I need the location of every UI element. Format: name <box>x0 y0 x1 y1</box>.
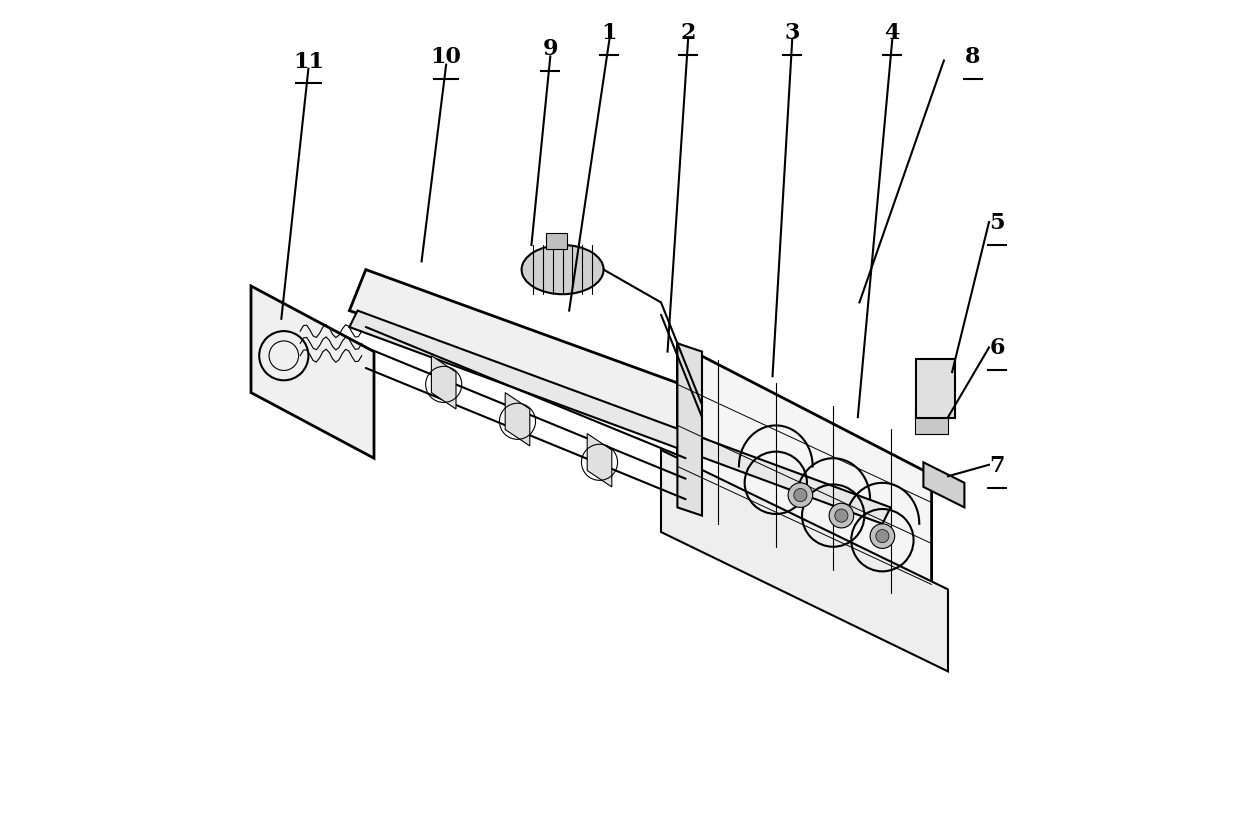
Text: 6: 6 <box>990 337 1004 359</box>
Circle shape <box>830 504 853 528</box>
Text: 5: 5 <box>990 212 1004 233</box>
Text: 2: 2 <box>681 22 696 43</box>
Circle shape <box>789 483 812 508</box>
Text: 9: 9 <box>543 38 558 60</box>
Text: 8: 8 <box>965 47 981 68</box>
Polygon shape <box>432 356 456 410</box>
Polygon shape <box>588 434 611 487</box>
Circle shape <box>870 524 895 549</box>
Text: 4: 4 <box>884 22 900 43</box>
Bar <box>915 410 949 434</box>
Ellipse shape <box>522 246 604 295</box>
Circle shape <box>875 530 889 543</box>
Circle shape <box>794 489 807 502</box>
Polygon shape <box>677 344 931 639</box>
Polygon shape <box>661 450 949 672</box>
Text: 7: 7 <box>990 455 1004 476</box>
Polygon shape <box>505 393 529 446</box>
Polygon shape <box>350 311 890 524</box>
Text: 1: 1 <box>601 22 618 43</box>
Polygon shape <box>250 287 374 459</box>
FancyBboxPatch shape <box>916 360 955 419</box>
Circle shape <box>835 509 848 523</box>
Text: 10: 10 <box>430 47 461 68</box>
Text: 3: 3 <box>785 22 800 43</box>
Text: 11: 11 <box>293 51 324 72</box>
Bar <box>546 233 567 250</box>
Polygon shape <box>924 463 965 508</box>
Polygon shape <box>350 270 906 508</box>
Polygon shape <box>677 344 702 516</box>
